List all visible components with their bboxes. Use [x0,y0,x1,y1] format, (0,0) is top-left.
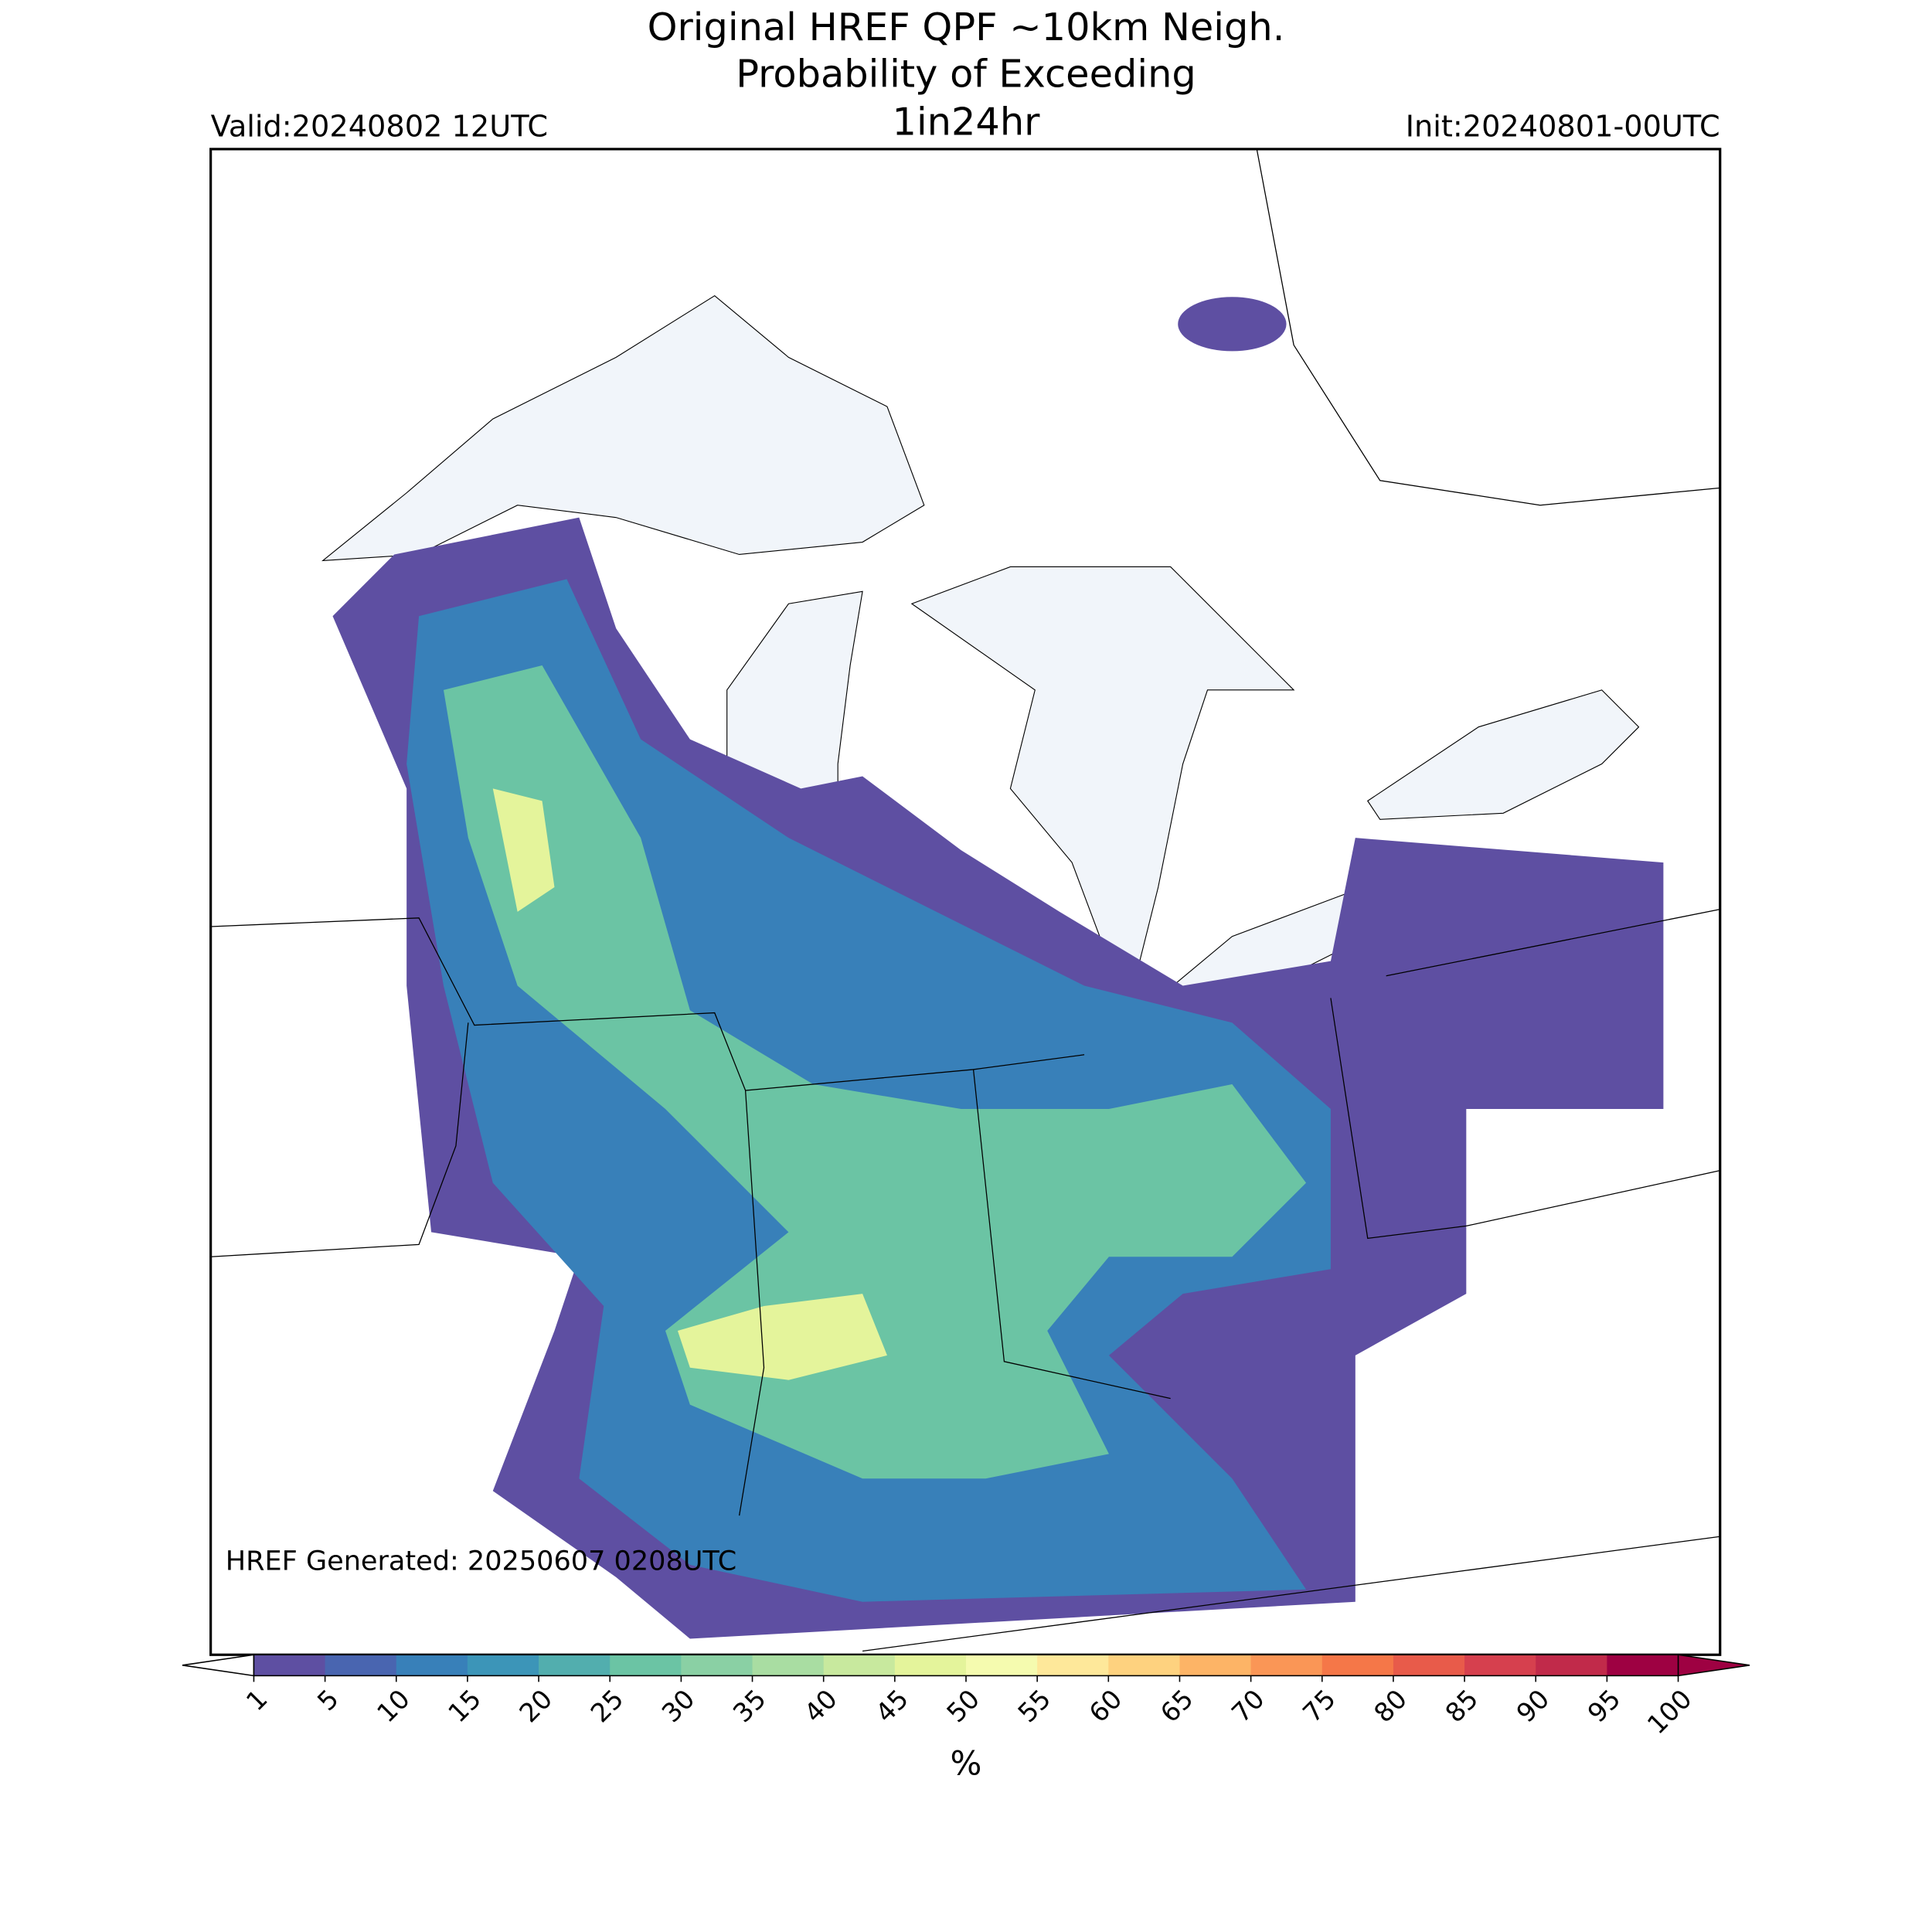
colorbar-segment [752,1655,825,1676]
colorbar-tick-label: 55 [1012,1684,1057,1729]
colorbar-tick-label: 45 [869,1684,914,1729]
colorbar-segment [894,1655,967,1676]
valid-time: Valid:20240802 12UTC [211,109,548,144]
colorbar-tick-label: 30 [656,1684,701,1729]
colorbar-tick-label: 60 [1083,1684,1128,1729]
colorbar-tick-label: 75 [1297,1684,1342,1729]
colorbar-segment [325,1655,397,1676]
precip-field [332,297,1664,1639]
map: HREF Generated: 20250607 0208UTC [210,148,1720,1652]
colorbar-segment [823,1655,896,1676]
colorbar-segment [1464,1655,1537,1676]
colorbar-tick-label: 10 [371,1684,416,1729]
colorbar-tick-label: 15 [442,1684,487,1729]
colorbar-tick-label: 80 [1368,1684,1413,1729]
colorbar-tick-label: 100 [1641,1684,1698,1740]
colorbar-segment [1108,1655,1181,1676]
colorbar-tick-label: 50 [940,1684,985,1729]
colorbar-segment [681,1655,753,1676]
borders [210,148,1720,1652]
colorbar-tick-label: 5 [311,1684,345,1717]
colorbar-tick-label: 25 [585,1684,630,1729]
colorbar: 1 5 10 15 20 25 30 35 40 45 50 55 60 65 70 75 80 85 90 95 10… [182,1654,1750,1740]
colorbar-segment [1037,1655,1110,1676]
colorbar-segment [1321,1655,1394,1676]
colorbar-segment [1607,1655,1679,1676]
colorbar-tick-label: 1 [240,1684,274,1717]
colorbar-tick-label: 65 [1155,1684,1199,1729]
colorbar-segment [610,1655,682,1676]
colorbar-segment [1179,1655,1252,1676]
colorbar-segment [396,1655,468,1676]
generated-note: HREF Generated: 20250607 0208UTC [226,1546,737,1577]
colorbar-over [1677,1654,1750,1677]
title-line: Original HREF QPF ~10km Neigh. [648,5,1285,49]
init-time: Init:20240801-00UTC [1406,109,1720,144]
colorbar-label: % [951,1744,982,1783]
colorbar-segment [467,1655,539,1676]
colorbar-segment [966,1655,1038,1676]
colorbar-tick-label: 90 [1511,1684,1556,1729]
colorbar-tick-label: 35 [727,1684,772,1729]
colorbar-under [182,1654,255,1677]
colorbar-tick-label: 95 [1582,1684,1627,1729]
colorbar-segment [1393,1655,1465,1676]
subtitle: 1in24hr [893,100,1041,145]
title-line: Probability of Exceeding [736,51,1196,96]
colorbar-segment [1536,1655,1608,1676]
colorbar-segment [1250,1655,1323,1676]
colorbar-tick-label: 85 [1440,1684,1485,1729]
colorbar-tick-label: 20 [514,1684,559,1729]
colorbar-tick-label: 70 [1226,1684,1270,1729]
colorbar-segment [253,1655,326,1676]
colorbar-tick-label: 40 [798,1684,843,1729]
colorbar-segment [539,1655,611,1676]
